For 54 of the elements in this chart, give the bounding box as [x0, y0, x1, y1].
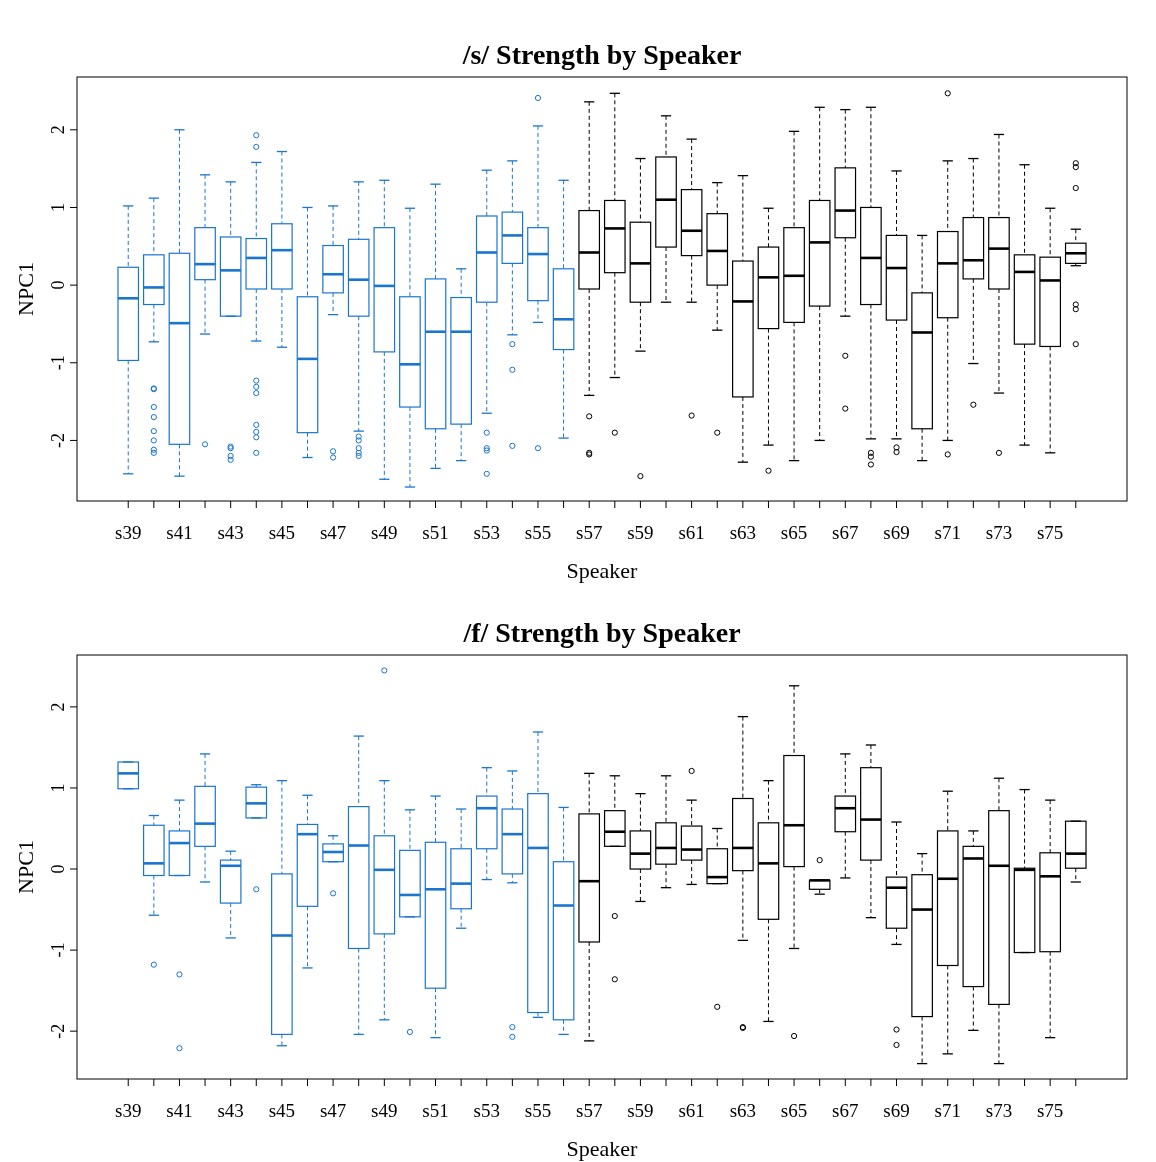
x-tick-label: s59	[627, 522, 654, 543]
y-tick-label: -1	[48, 942, 68, 958]
x-tick-label: s61	[678, 522, 705, 543]
y-tick-label: -1	[48, 355, 68, 371]
y-tick-label: 2	[48, 125, 68, 135]
x-tick-label: s69	[883, 1100, 910, 1121]
x-tick-label: s63	[729, 1100, 757, 1121]
x-tick-label: s63	[729, 522, 757, 543]
x-tick-label: s43	[217, 1100, 244, 1121]
x-tick-label: s73	[985, 1100, 1013, 1121]
chart-title: /s/ Strength by Speaker	[461, 39, 742, 70]
x-tick-label: s45	[268, 522, 296, 543]
x-tick-label: s57	[575, 1100, 603, 1121]
y-tick-label: 0	[48, 280, 68, 290]
x-tick-label: s69	[883, 522, 910, 543]
x-tick-label: s65	[780, 1100, 808, 1121]
x-tick-label: s41	[166, 1100, 193, 1121]
x-tick-label: s73	[985, 522, 1013, 543]
x-tick-label: s47	[319, 522, 347, 543]
x-tick-label: s45	[268, 1100, 296, 1121]
x-tick-label: s41	[166, 522, 193, 543]
chart-title: /f/ Strength by Speaker	[462, 617, 741, 648]
y-axis-title: NPC1	[13, 262, 38, 316]
y-tick-label: 1	[48, 783, 68, 793]
x-axis-title: Speaker	[566, 1136, 639, 1161]
y-tick-label: 0	[48, 864, 68, 874]
x-tick-label: s53	[473, 1100, 500, 1121]
x-tick-label: s71	[934, 1100, 961, 1121]
x-tick-label: s49	[371, 522, 398, 543]
y-tick-label: -2	[48, 1023, 68, 1039]
y-tick-label: -2	[48, 432, 68, 448]
x-tick-label: s61	[678, 1100, 705, 1121]
x-tick-label: s67	[832, 522, 859, 543]
x-tick-label: s39	[115, 1100, 142, 1121]
y-axis-title: NPC1	[13, 840, 38, 894]
x-tick-label: s43	[217, 522, 244, 543]
y-tick-label: 2	[48, 702, 68, 712]
x-tick-label: s59	[627, 1100, 654, 1121]
x-tick-label: s55	[524, 522, 552, 543]
x-tick-label: s55	[524, 1100, 552, 1121]
x-tick-label: s67	[832, 1100, 859, 1121]
x-tick-label: s75	[1036, 1100, 1064, 1121]
y-tick-label: 1	[48, 202, 68, 212]
x-tick-label: s49	[371, 1100, 398, 1121]
x-tick-label: s75	[1036, 522, 1064, 543]
x-tick-label: s47	[319, 1100, 347, 1121]
x-tick-label: s71	[934, 522, 961, 543]
x-tick-label: s57	[575, 522, 603, 543]
x-tick-label: s65	[780, 522, 808, 543]
x-axis-title: Speaker	[566, 558, 639, 583]
x-tick-label: s39	[115, 522, 142, 543]
x-tick-label: s53	[473, 522, 500, 543]
x-tick-label: s51	[422, 522, 449, 543]
x-tick-label: s51	[422, 1100, 449, 1121]
